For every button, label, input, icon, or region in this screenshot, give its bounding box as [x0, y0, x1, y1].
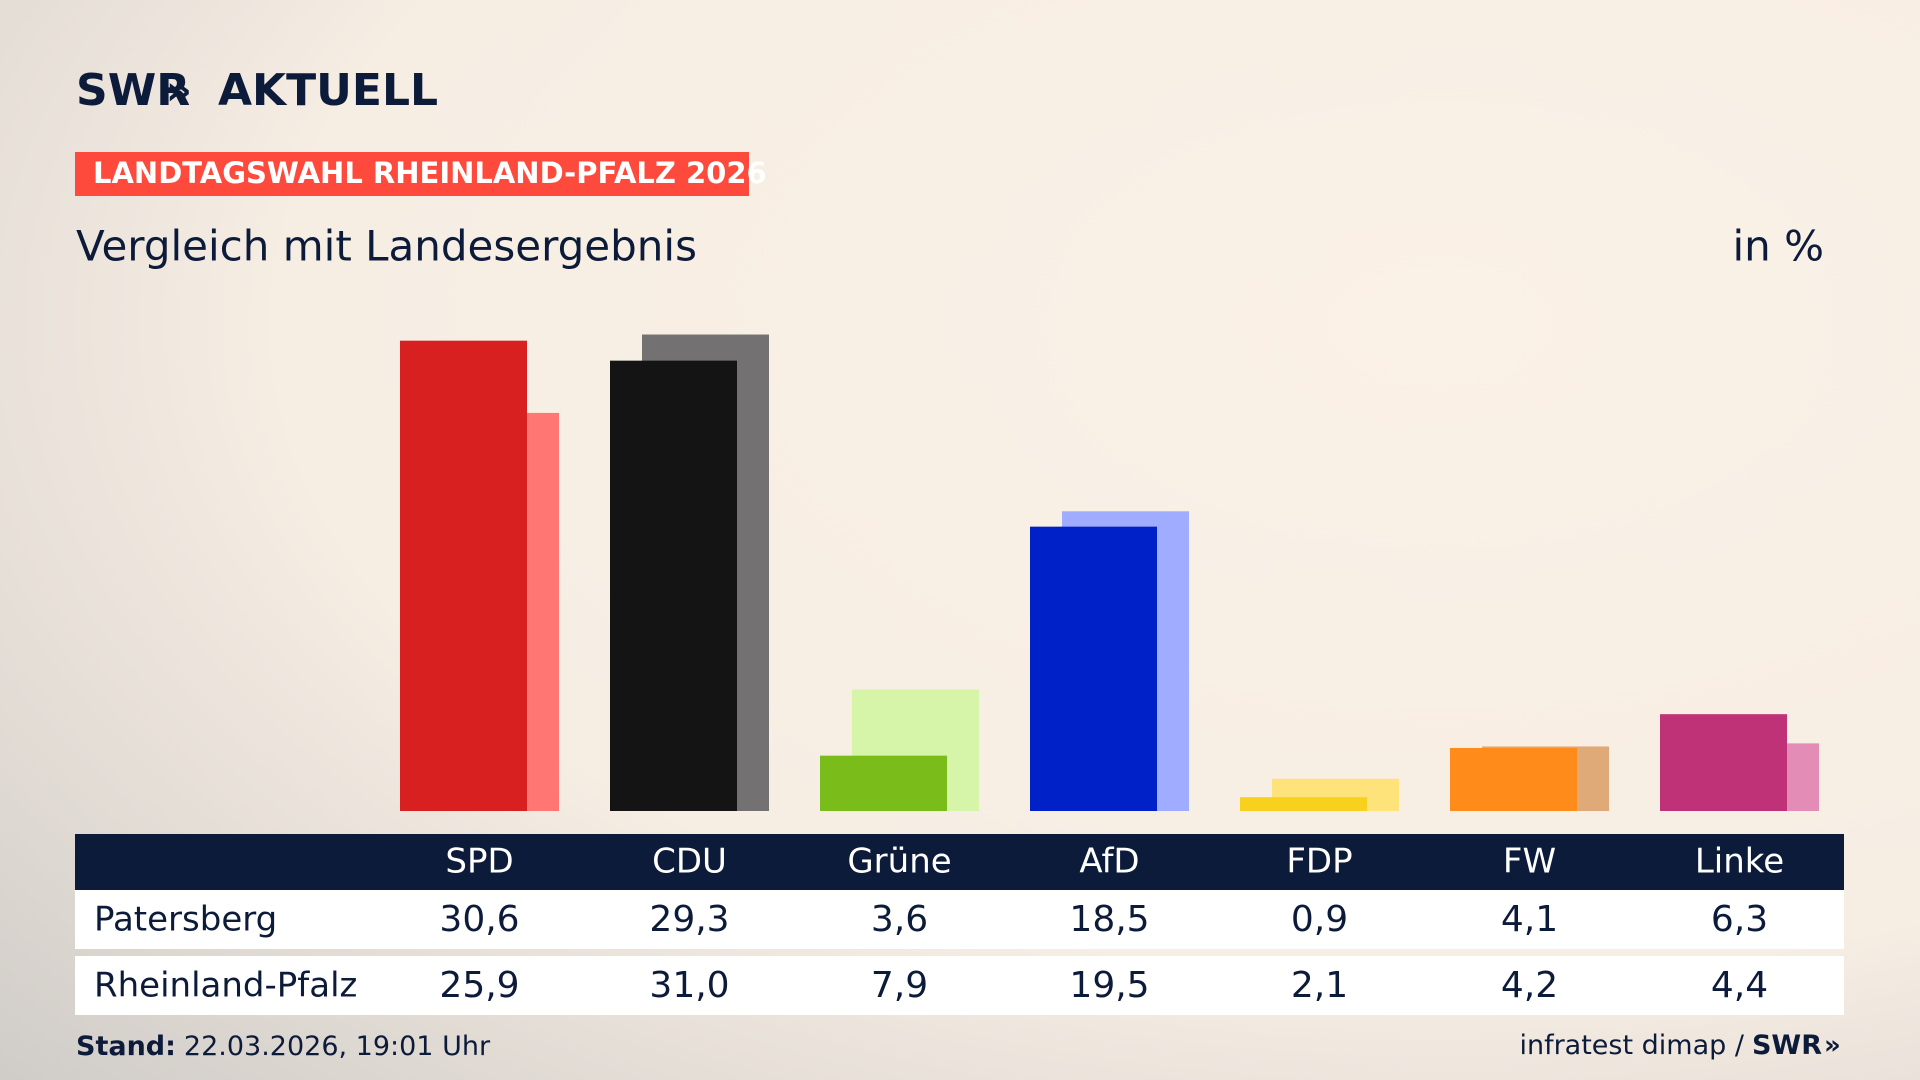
value-label: 30,6 — [439, 899, 519, 940]
source-arrows: » — [1824, 1031, 1841, 1061]
category-label: FDP — [1286, 842, 1352, 882]
category-label: FW — [1503, 842, 1556, 882]
category-label: Grüne — [847, 842, 951, 882]
source-brand: SWR — [1752, 1030, 1822, 1061]
value-label: 25,9 — [439, 965, 519, 1006]
value-label: 29,3 — [649, 899, 729, 940]
brand-arrows: » — [166, 68, 192, 114]
table-header — [75, 834, 1844, 890]
stand-label: Stand: — [76, 1031, 176, 1062]
tag: LANDTAGSWAHL RHEINLAND-PFALZ 2026 — [93, 156, 767, 190]
footer-stand: Stand: 22.03.2026, 19:01 Uhr — [76, 1031, 491, 1062]
stand: 22.03.2026, 19:01 Uhr — [184, 1031, 491, 1062]
category-label: CDU — [652, 842, 727, 882]
footer-source: infratest dimap / SWR — [1519, 1030, 1822, 1061]
series-name: Rheinland-Pfalz — [94, 966, 357, 1006]
bar — [1450, 747, 1577, 811]
product: AKTUELL — [218, 65, 438, 116]
value-label: 4,4 — [1711, 965, 1768, 1006]
value-label: 31,0 — [649, 965, 729, 1006]
unit: in % — [1732, 222, 1824, 271]
bar — [1660, 714, 1787, 811]
value-label: 4,1 — [1501, 899, 1558, 940]
category-label: SPD — [445, 842, 513, 882]
bar — [400, 340, 527, 811]
bar — [820, 755, 947, 811]
value-label: 4,2 — [1501, 965, 1558, 1006]
value-label: 3,6 — [871, 899, 928, 940]
tag-background — [75, 152, 749, 196]
bar — [1030, 526, 1157, 811]
table-row — [75, 890, 1844, 949]
value-label: 2,1 — [1291, 965, 1348, 1006]
value-label: 18,5 — [1069, 899, 1149, 940]
value-label: 7,9 — [871, 965, 928, 1006]
series-name: Patersberg — [94, 900, 277, 940]
value-label: 19,5 — [1069, 965, 1149, 1006]
bar — [610, 360, 737, 811]
value-label: 6,3 — [1711, 899, 1768, 940]
category-label: Linke — [1695, 842, 1784, 882]
source: infratest dimap / — [1519, 1030, 1744, 1061]
brand: SWR — [76, 65, 190, 116]
bar — [1240, 797, 1367, 811]
table-row — [75, 956, 1844, 1015]
chart-title: Vergleich mit Landesergebnis — [76, 222, 697, 271]
category-label: AfD — [1079, 842, 1139, 882]
value-label: 0,9 — [1291, 899, 1348, 940]
